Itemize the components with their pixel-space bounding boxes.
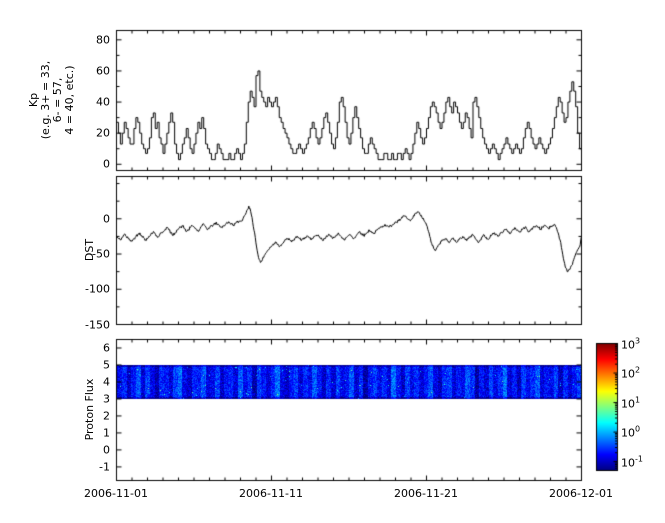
y-tick-label: 80	[96, 33, 110, 47]
kp-axis-label-line: 4 = 40, etc.)	[63, 65, 76, 135]
y-tick-label: 0	[103, 212, 110, 226]
y-tick-label: 2	[103, 409, 110, 423]
colorbar-tick-label: 103	[621, 336, 641, 351]
y-tick-label: 5	[103, 358, 110, 372]
x-tick-label: 2006-11-01	[84, 487, 148, 500]
y-tick-label: 3	[103, 392, 110, 406]
y-tick-label: -50	[92, 247, 110, 261]
y-tick-label: 40	[96, 95, 110, 109]
colorbar-tick-label: 10-1	[621, 454, 643, 469]
kp-axis-label: Kp (e.g. 3+ = 33, 6- = 57, 4 = 40, etc.)	[27, 30, 76, 170]
x-tick-label: 2006-11-11	[239, 487, 303, 500]
proton-flux-axis-label: Proton Flux	[83, 378, 96, 441]
y-tick-label: 0	[103, 157, 110, 171]
y-tick-label: 60	[96, 64, 110, 78]
y-tick-label: 0	[103, 443, 110, 457]
colorbar-tick-label: 100	[621, 424, 641, 440]
y-tick-label: 6	[103, 341, 110, 355]
y-tick-label: 4	[103, 375, 110, 389]
y-tick-label: -100	[85, 282, 110, 296]
colorbar-tick-label: 101	[621, 395, 641, 410]
colorbar-tick-label: 102	[621, 365, 641, 381]
y-tick-label: 20	[96, 126, 110, 140]
x-tick-label: 2006-12-01	[549, 487, 613, 500]
y-tick-label: -1	[99, 460, 110, 474]
y-tick-label: -150	[85, 318, 110, 331]
x-tick-label: 2006-11-21	[394, 487, 458, 500]
y-tick-label: 1	[103, 426, 110, 440]
